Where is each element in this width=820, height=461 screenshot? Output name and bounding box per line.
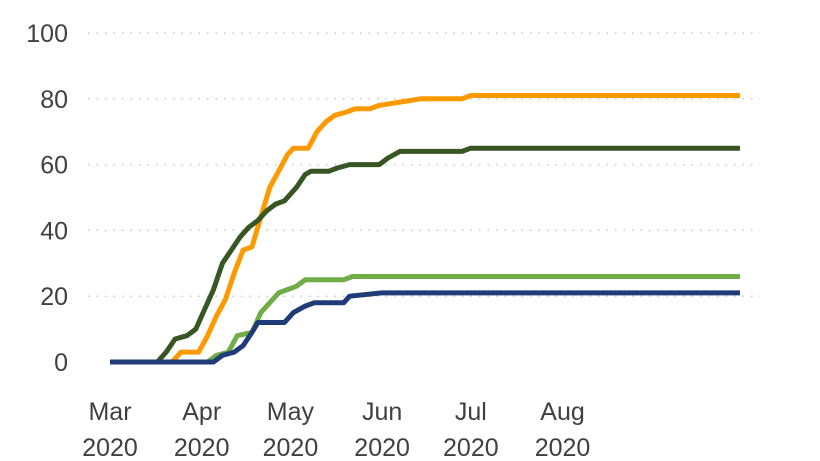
- x-tick-year: 2020: [263, 434, 319, 461]
- y-axis-tick-labels: 0 20 40 60 80 100: [26, 20, 68, 377]
- series-lines: [110, 93, 740, 365]
- y-tick-label: 100: [26, 20, 68, 48]
- series-line-4: [110, 290, 740, 365]
- x-tick-label: May 2020: [263, 398, 319, 461]
- x-tick-year: 2020: [174, 434, 230, 461]
- x-tick-year: 2020: [535, 434, 591, 461]
- x-tick-label: Apr 2020: [174, 398, 230, 461]
- x-axis-tick-labels: Mar 2020 Apr 2020 May 2020 Jun 2020 Jul 2020 Aug 20…: [82, 398, 590, 461]
- x-tick-month: Jul: [455, 398, 487, 426]
- x-tick-month: Apr: [182, 398, 221, 426]
- series-line-2: [110, 145, 740, 365]
- y-tick-label: 80: [40, 86, 68, 114]
- x-tick-label: Aug 2020: [535, 398, 591, 461]
- y-tick-label: 40: [40, 217, 68, 245]
- gridlines: [88, 32, 760, 297]
- x-tick-year: 2020: [82, 434, 138, 461]
- y-tick-label: 60: [40, 152, 68, 180]
- x-tick-month: Mar: [88, 398, 131, 426]
- x-tick-year: 2020: [443, 434, 499, 461]
- y-tick-label: 20: [40, 283, 68, 311]
- x-tick-label: Jul 2020: [443, 398, 499, 461]
- series-line-1: [110, 93, 740, 365]
- series-line-3: [110, 274, 740, 365]
- x-tick-month: Jun: [362, 398, 402, 426]
- x-tick-month: May: [267, 398, 315, 426]
- x-tick-label: Jun 2020: [354, 398, 410, 461]
- x-tick-year: 2020: [354, 434, 410, 461]
- x-tick-month: Aug: [540, 398, 584, 426]
- y-tick-label: 0: [54, 349, 68, 377]
- x-tick-label: Mar 2020: [82, 398, 138, 461]
